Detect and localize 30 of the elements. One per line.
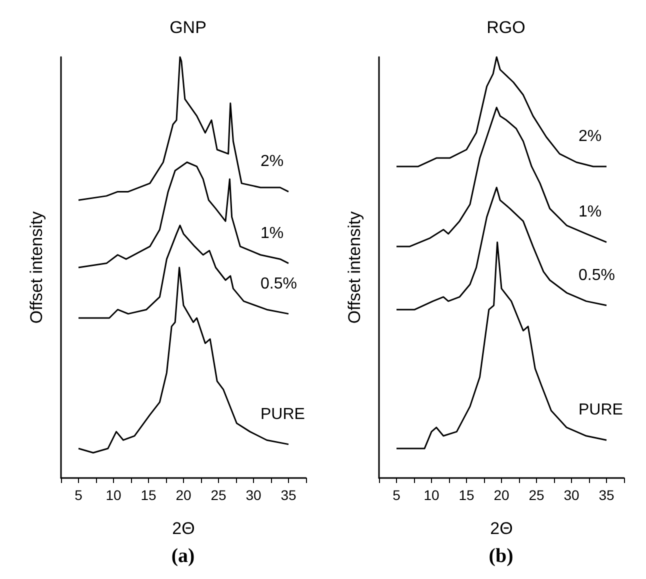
x-tick-label: 35 <box>280 487 296 503</box>
x-tick-label: 30 <box>564 487 580 503</box>
chart-title: GNP <box>170 18 206 37</box>
x-tick-label: 20 <box>494 487 510 503</box>
x-tick-label: 5 <box>392 487 401 503</box>
series-label: 2% <box>260 153 284 170</box>
x-axis-title: 2Θ <box>490 519 513 538</box>
x-tick-label: 25 <box>528 487 544 503</box>
series-label: 2% <box>578 128 602 145</box>
chart-title: RGO <box>486 18 526 37</box>
series-label: 0.5% <box>260 275 297 292</box>
x-tick-label: 15 <box>458 487 474 503</box>
x-tick-label: 15 <box>140 487 156 503</box>
y-axis-title: Offset intensity <box>345 210 364 324</box>
series-label: 0.5% <box>578 266 615 284</box>
x-tick-label: 20 <box>176 487 192 503</box>
text: (a) <box>171 545 195 567</box>
text: (b) <box>488 545 514 567</box>
x-axis-title: 2Θ <box>172 519 195 538</box>
x-tick-label: 35 <box>598 487 614 503</box>
x-tick-label: 30 <box>246 487 262 503</box>
y-axis-title: Offset intensity <box>27 210 46 324</box>
x-tick-label: 10 <box>424 487 440 503</box>
series-label: 1% <box>260 224 284 242</box>
x-tick-label: 5 <box>74 487 83 503</box>
x-tick-label: 10 <box>106 487 122 503</box>
series-label: PURE <box>578 402 623 419</box>
series-label: 1% <box>578 204 602 221</box>
x-tick-label: 25 <box>210 487 226 503</box>
series-label: PURE <box>260 406 305 423</box>
